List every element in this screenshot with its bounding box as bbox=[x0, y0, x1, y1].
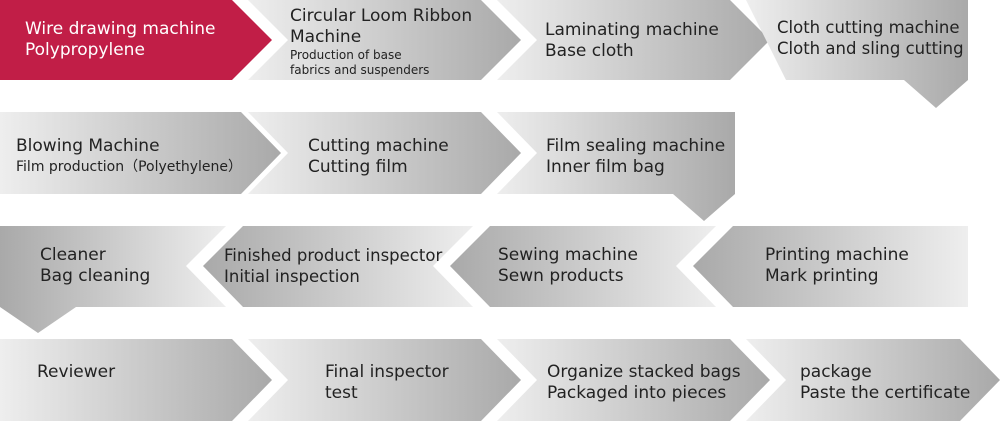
step-arrow-cleaner bbox=[0, 226, 226, 333]
step-subtitle: Film production（Polyethylene） bbox=[16, 159, 243, 175]
step-note: Production of base bbox=[290, 48, 402, 62]
step-arrow-organize-bags bbox=[497, 339, 770, 421]
step-label-blowing: Blowing Machine Film production（Polyethy… bbox=[16, 136, 242, 178]
step-title: Cloth cutting machine bbox=[777, 18, 960, 37]
step-arrow-printing bbox=[693, 226, 968, 307]
step-label-cleaner: Cleaner Bag cleaning bbox=[40, 245, 150, 287]
step-subtitle: Polypropylene bbox=[25, 40, 145, 60]
step-label-reviewer: Reviewer bbox=[37, 362, 115, 383]
step-subtitle: Cutting film bbox=[308, 157, 408, 177]
step-label-wire-drawing: Wire drawing machine Polypropylene bbox=[25, 19, 216, 61]
step-label-film-sealing: Film sealing machine Inner film bag bbox=[546, 136, 725, 178]
step-arrow-laminating bbox=[497, 0, 770, 80]
step-arrow-package bbox=[746, 339, 1000, 421]
step-arrow-final-inspector bbox=[248, 339, 521, 421]
step-label-organize-bags: Organize stacked bags Packaged into piec… bbox=[547, 362, 741, 404]
step-arrow-reviewer bbox=[0, 339, 272, 421]
step-arrow-film-sealing bbox=[497, 112, 735, 221]
step-subtitle: Machine bbox=[290, 27, 362, 47]
step-title: Organize stacked bags bbox=[547, 362, 741, 382]
step-subtitle: Mark printing bbox=[765, 266, 879, 286]
step-arrow-circular-loom bbox=[248, 0, 521, 80]
step-subtitle: Initial inspection bbox=[224, 267, 360, 286]
step-title: Blowing Machine bbox=[16, 136, 160, 156]
step-arrow-wire-drawing bbox=[0, 0, 272, 80]
step-arrow-cloth-cutting bbox=[746, 0, 968, 108]
step-subtitle: Paste the certificate bbox=[800, 383, 971, 403]
step-title: Final inspector bbox=[325, 362, 449, 382]
step-label-circular-loom: Circular Loom Ribbon Machine Production … bbox=[290, 6, 472, 78]
step-label-printing: Printing machine Mark printing bbox=[765, 245, 909, 287]
step-subtitle: Cloth and sling cutting bbox=[777, 39, 964, 58]
step-title: package bbox=[800, 362, 872, 382]
step-subtitle: Sewn products bbox=[498, 266, 624, 286]
step-title: Sewing machine bbox=[498, 245, 638, 265]
step-title: Finished product inspector bbox=[224, 246, 443, 265]
step-subtitle: Bag cleaning bbox=[40, 266, 151, 286]
step-title: Laminating machine bbox=[545, 20, 719, 40]
step-title: Printing machine bbox=[765, 245, 909, 265]
step-label-final-inspector: Final inspector test bbox=[325, 362, 449, 404]
step-label-laminating: Laminating machine Base cloth bbox=[545, 20, 719, 62]
step-subtitle: Inner film bag bbox=[546, 157, 665, 177]
step-arrow-blowing bbox=[0, 112, 281, 194]
step-title: Reviewer bbox=[37, 362, 116, 382]
step-arrow-cutting bbox=[248, 112, 521, 194]
step-title: Cutting machine bbox=[308, 136, 449, 156]
step-subtitle: test bbox=[325, 383, 358, 403]
step-subtitle: Packaged into pieces bbox=[547, 383, 727, 403]
step-note: fabrics and suspenders bbox=[290, 63, 430, 77]
step-label-sewing: Sewing machine Sewn products bbox=[498, 245, 638, 287]
step-label-cloth-cutting: Cloth cutting machine Cloth and sling cu… bbox=[777, 17, 964, 59]
step-title: Film sealing machine bbox=[546, 136, 726, 156]
step-label-package: package Paste the certificate bbox=[800, 362, 970, 404]
step-subtitle: Base cloth bbox=[545, 41, 634, 61]
step-title: Cleaner bbox=[40, 245, 106, 265]
step-arrow-finished-inspector bbox=[203, 226, 473, 307]
step-label-cutting: Cutting machine Cutting film bbox=[308, 136, 449, 178]
step-arrow-sewing bbox=[450, 226, 716, 307]
step-title: Circular Loom Ribbon bbox=[290, 6, 473, 26]
step-title: Wire drawing machine bbox=[25, 19, 216, 39]
step-label-finished-inspector: Finished product inspector Initial inspe… bbox=[224, 245, 442, 287]
